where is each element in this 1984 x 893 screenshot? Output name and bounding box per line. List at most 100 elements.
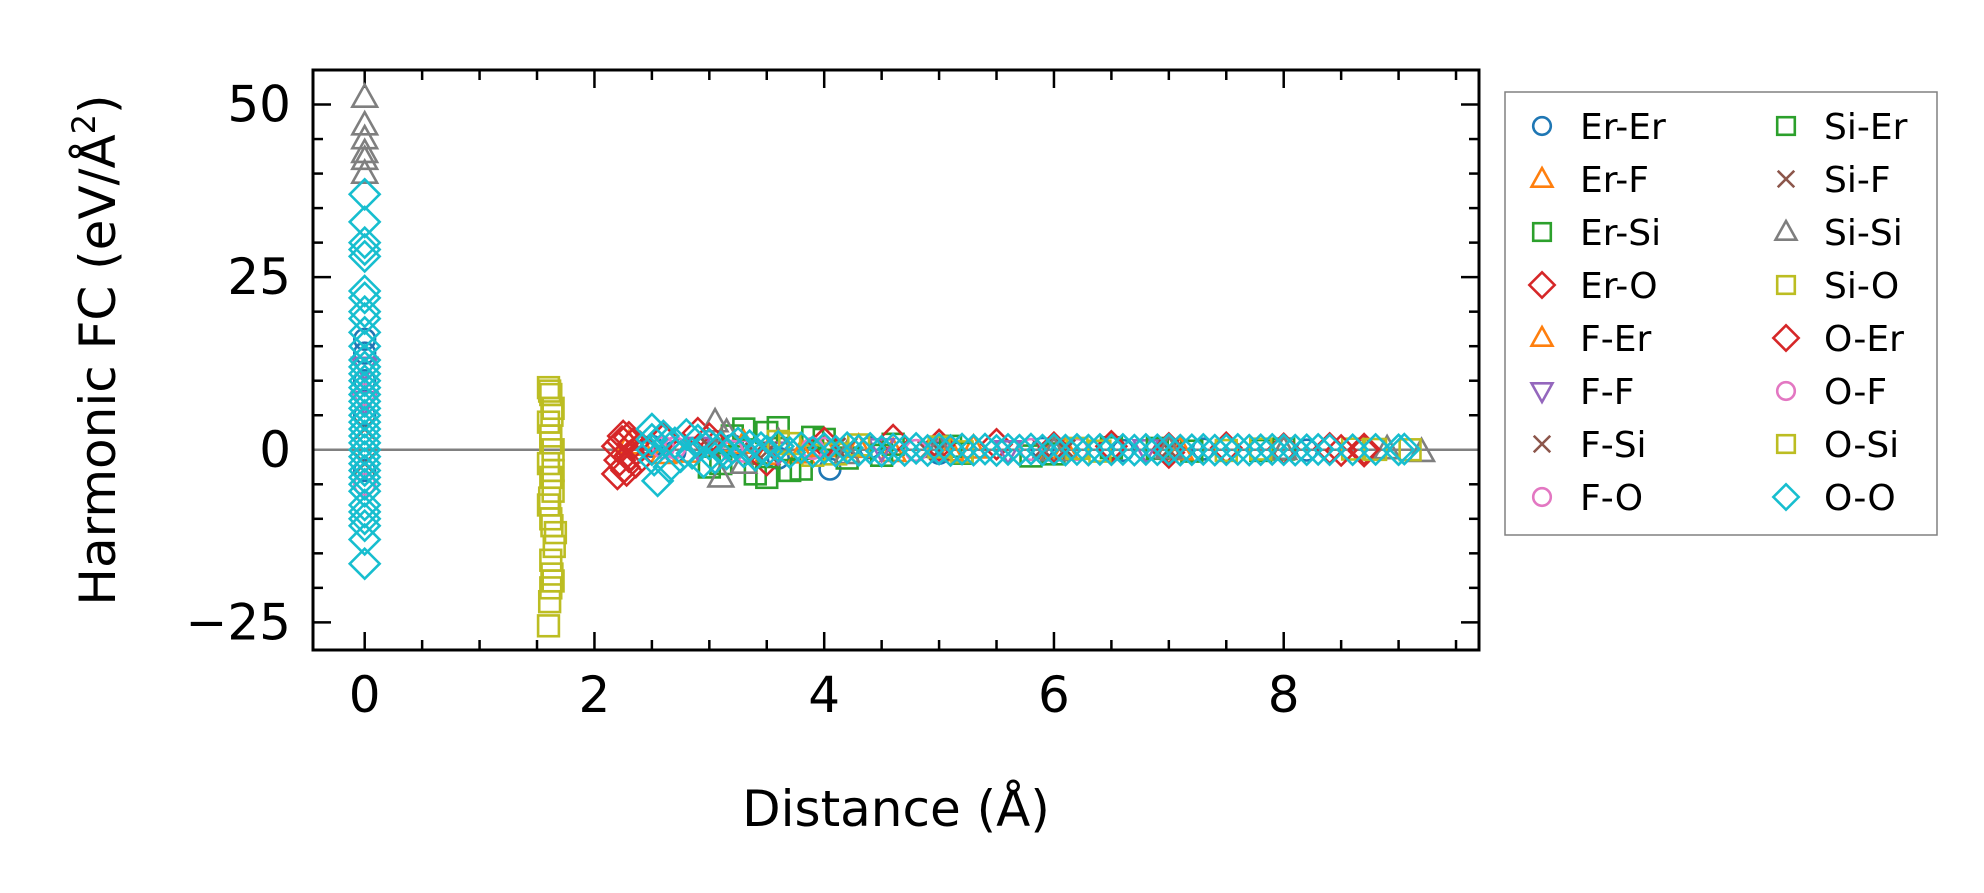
data-point: [605, 424, 639, 459]
data-point: [347, 405, 382, 439]
data-point: [537, 589, 562, 614]
data-point: [540, 562, 564, 586]
legend-marker: [1531, 221, 1553, 243]
legend-label: F-Si: [1580, 425, 1647, 466]
data-point: [732, 428, 767, 463]
data-point: [635, 422, 669, 457]
data-point: [1175, 432, 1209, 467]
x-tick-label: 2: [579, 666, 611, 724]
data-point: [347, 474, 382, 508]
data-point: [979, 427, 1014, 462]
data-point: [347, 363, 382, 398]
data-point: [347, 488, 382, 522]
data-point: [692, 427, 727, 462]
data-point: [698, 441, 732, 475]
data-point: [347, 294, 382, 329]
data-point: [347, 384, 382, 419]
legend-marker: [1527, 270, 1557, 300]
data-point: [540, 403, 564, 427]
legend-label: Si-Si: [1824, 213, 1903, 254]
data-point: [652, 450, 686, 484]
data-point: [347, 453, 382, 488]
data-point: [1269, 434, 1299, 461]
data-point: [1083, 432, 1117, 467]
legend-marker: [1775, 115, 1797, 137]
x-tick-label: 4: [808, 666, 840, 724]
data-point: [968, 432, 1002, 466]
data-point: [543, 520, 568, 545]
data-point: [541, 569, 565, 593]
data-point: [922, 432, 956, 466]
legend-label: Er-Er: [1580, 107, 1666, 148]
legend-marker: [1529, 324, 1555, 348]
data-point: [540, 514, 564, 538]
data-point: [347, 281, 382, 315]
legend-label: Si-F: [1824, 160, 1891, 201]
data-point: [539, 576, 563, 600]
legend-label: O-Si: [1824, 425, 1899, 466]
data-point: [1071, 433, 1106, 467]
data-point: [537, 486, 562, 510]
data-point: [1154, 433, 1184, 460]
data-point: [1363, 437, 1388, 462]
data-point: [991, 432, 1025, 467]
data-point: [352, 472, 377, 496]
data-point: [726, 435, 761, 469]
data-point: [1347, 432, 1381, 466]
data-point: [347, 522, 382, 557]
data-point: [956, 433, 991, 467]
data-point: [681, 423, 715, 457]
data-point: [663, 439, 698, 474]
legend-label: F-O: [1580, 478, 1643, 519]
y-tick-label: 0: [259, 421, 291, 479]
data-point: [778, 431, 802, 456]
data-point: [536, 614, 561, 638]
data-point: [347, 274, 382, 308]
x-tick-label: 8: [1268, 666, 1300, 724]
data-point: [347, 232, 382, 267]
legend-marker: [1529, 381, 1555, 405]
data-point: [1019, 437, 1043, 462]
legend-label: O-O: [1824, 478, 1896, 519]
data-point: [887, 433, 922, 468]
data-point: [1335, 432, 1370, 467]
data-point: [1278, 433, 1312, 467]
data-point: [1232, 433, 1267, 467]
legend-marker: [1532, 434, 1552, 454]
x-tick-label: 0: [349, 666, 381, 724]
data-point: [347, 357, 382, 391]
data-point: [1048, 433, 1083, 467]
legend-marker: [1531, 115, 1553, 137]
data-point: [347, 329, 382, 363]
data-point: [1381, 432, 1416, 467]
legend-marker: [1775, 380, 1797, 402]
data-point: [721, 426, 755, 460]
data-point: [347, 315, 382, 350]
y-tick-label: −25: [185, 593, 291, 651]
y-axis-label: Harmonic FC (eV/Å2): [65, 94, 127, 605]
data-point: [853, 431, 887, 466]
data-point: [350, 144, 380, 171]
data-point: [1255, 432, 1290, 467]
x-tick-label: 6: [1038, 666, 1070, 724]
data-point: [749, 434, 784, 468]
data-point: [347, 412, 382, 446]
data-point: [910, 433, 945, 468]
plot-area-frame: [311, 68, 1481, 652]
legend-box: [1504, 91, 1938, 536]
data-point: [350, 81, 380, 109]
data-point: [807, 431, 841, 466]
legend-marker: [1529, 165, 1555, 188]
data-point: [867, 437, 897, 465]
data-point: [347, 398, 382, 433]
data-point: [1002, 433, 1037, 467]
data-point: [1289, 432, 1324, 467]
data-point: [1163, 433, 1198, 467]
data-point: [352, 382, 377, 407]
legend-label: Er-O: [1580, 266, 1658, 307]
axis-ticks: [313, 68, 1479, 650]
series-si-o: [536, 375, 1422, 638]
data-point: [637, 443, 671, 477]
data-point: [347, 446, 382, 481]
